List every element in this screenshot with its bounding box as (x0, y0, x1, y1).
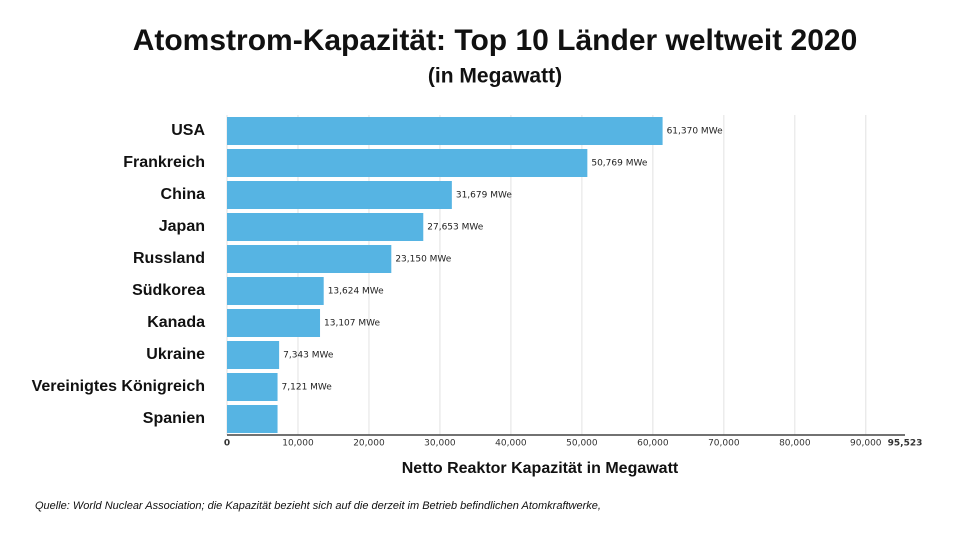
x-tick-label: 80,000 (779, 439, 811, 449)
category-label: Kanada (147, 314, 205, 331)
x-tick-label: 95,523 (888, 439, 923, 449)
x-tick-label: 0 (224, 439, 230, 449)
value-label: 61,370 MWe (667, 127, 723, 137)
bar (227, 341, 280, 369)
bar (227, 277, 324, 305)
category-label: Ukraine (146, 346, 205, 363)
x-tick-label: 10,000 (282, 439, 314, 449)
category-label: Südkorea (132, 282, 205, 299)
category-label: Spanien (143, 410, 205, 427)
x-tick-label: 20,000 (353, 439, 385, 449)
bar (227, 181, 452, 209)
value-label: 23,150 MWe (395, 255, 451, 265)
value-label: 13,107 MWe (324, 319, 380, 329)
x-tick-label: 90,000 (850, 439, 882, 449)
bar (227, 149, 588, 177)
chart-subtitle: (in Megawatt) (428, 65, 562, 88)
value-label: 13,624 MWe (328, 287, 384, 297)
source-note: Quelle: World Nuclear Association; die K… (35, 500, 601, 512)
x-tick-label: 70,000 (708, 439, 740, 449)
category-label: Frankreich (123, 154, 205, 171)
x-tick-label: 30,000 (424, 439, 456, 449)
category-label: Russland (133, 250, 205, 267)
bar (227, 373, 278, 401)
value-label: 7,343 MWe (283, 351, 334, 361)
category-label: Vereinigtes Königreich (32, 378, 205, 395)
category-label: Japan (159, 218, 205, 235)
category-label: China (161, 186, 206, 203)
chart-title: Atomstrom-Kapazität: Top 10 Länder weltw… (133, 24, 858, 57)
value-label: 27,653 MWe (427, 223, 483, 233)
bar (227, 213, 424, 241)
x-tick-label: 50,000 (566, 439, 598, 449)
bar (227, 309, 321, 337)
x-axis-label: Netto Reaktor Kapazität in Megawatt (402, 460, 679, 477)
bar (227, 117, 663, 145)
value-label: 7,121 MWe (282, 383, 333, 393)
category-label: USA (171, 122, 205, 139)
x-tick-label: 60,000 (637, 439, 669, 449)
bar (227, 405, 278, 433)
x-tick-label: 40,000 (495, 439, 527, 449)
bar (227, 245, 392, 273)
value-label: 31,679 MWe (456, 191, 512, 201)
value-label: 50,769 MWe (591, 159, 647, 169)
